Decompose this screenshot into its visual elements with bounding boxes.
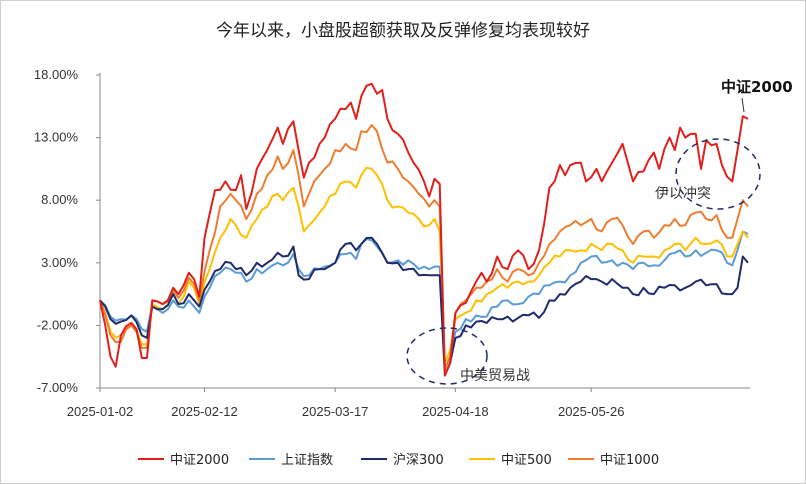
legend-label: 上证指数 xyxy=(281,453,333,468)
y-tick-label: 3.00% xyxy=(41,255,78,270)
series-lines xyxy=(99,82,749,377)
legend-label: 沪深300 xyxy=(393,452,444,468)
x-tick-label: 2025-05-26 xyxy=(558,404,625,419)
series-line-1 xyxy=(99,82,749,377)
legend-item: 中证1000 xyxy=(568,453,659,468)
x-tick-label: 2025-01-02 xyxy=(67,404,134,419)
end-label: 中证2000 xyxy=(721,78,793,96)
legend: 中证2000 上证指数 沪深300 中证500 中证1000 xyxy=(138,452,659,468)
conflict-ellipse xyxy=(675,138,761,210)
chart-title: 今年以来，小盘股超额获取及反弹修复均表现较好 xyxy=(216,21,590,41)
legend-item: 上证指数 xyxy=(249,453,333,468)
legend-label: 中证1000 xyxy=(600,453,659,468)
annotation-conflict: 伊以冲突 xyxy=(655,186,711,202)
legend-item: 中证500 xyxy=(469,453,552,468)
trade-war-ellipse xyxy=(406,327,488,385)
end-label-pointer xyxy=(741,97,745,113)
x-tick-label: 2025-02-12 xyxy=(171,404,238,419)
y-tick-label: 8.00% xyxy=(41,192,78,207)
x-tick-label: 2025-04-18 xyxy=(422,404,489,419)
series-line-3 xyxy=(99,236,749,377)
y-tick-label: -2.00% xyxy=(37,317,79,332)
y-tick-label: -7.00% xyxy=(37,380,79,395)
y-tick-label: 13.00% xyxy=(34,130,79,145)
series-line-4 xyxy=(99,166,749,364)
annotation-trade-war: 中美贸易战 xyxy=(460,368,530,384)
legend-item: 沪深300 xyxy=(361,452,444,468)
legend-item: 中证2000 xyxy=(138,453,229,468)
y-tick-label: 18.00% xyxy=(34,67,79,82)
legend-label: 中证2000 xyxy=(170,453,229,468)
series-line-5 xyxy=(99,124,749,371)
legend-label: 中证500 xyxy=(501,453,552,468)
axes: -7.00% -2.00% 3.00% 8.00% 13.00% 18.00% 2025-0… xyxy=(34,67,750,419)
x-tick-label: 2025-03-17 xyxy=(302,404,369,419)
annotations: 中美贸易战 伊以冲突 中证2000 xyxy=(406,78,793,385)
series-line-2 xyxy=(99,230,749,371)
